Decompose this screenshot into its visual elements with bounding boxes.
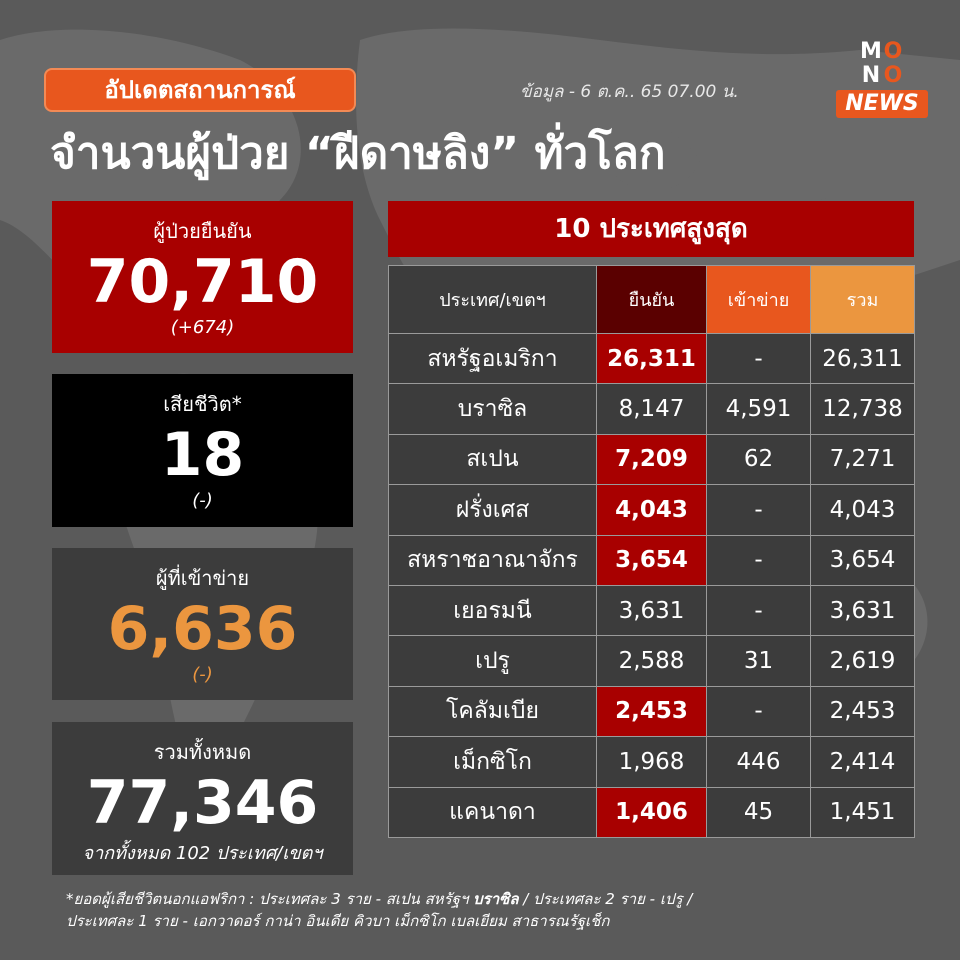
footnote-line1-a: *ยอดผู้เสียชีวิตนอกแอฟริกา : ประเทศละ 3 … — [66, 890, 474, 908]
row-entered: 446 — [706, 736, 811, 788]
table-row: โคลัมเบีย 2,453-2,453 — [388, 685, 915, 738]
row-country: เม็กซิโก — [388, 736, 597, 788]
update-badge: อัปเดตสถานการณ์ — [44, 68, 356, 112]
footnote-line1-b: / ประเทศละ 2 ราย - เปรู / — [518, 890, 693, 908]
logo-letter-n: N — [861, 63, 881, 88]
logo-news: NEWS — [836, 90, 928, 118]
total-countries: จากทั้งหมด 102 ประเทศ/เขตฯ — [82, 843, 323, 864]
row-confirmed: 4,043 — [596, 484, 707, 536]
row-entered: - — [706, 534, 811, 586]
logo-letter-o: O — [883, 39, 903, 64]
total-value: 77,346 — [86, 768, 319, 838]
row-confirmed: 1,968 — [596, 736, 707, 788]
row-entered: - — [706, 685, 811, 738]
deaths-card: เสียชีวิต* 18 (-) — [52, 374, 353, 527]
confirmed-change: (+674) — [170, 317, 235, 338]
row-country: บราซิล — [388, 383, 597, 435]
row-entered: 45 — [706, 786, 811, 838]
table-row: บราซิล 8,147 4,591 12,738 — [388, 383, 915, 435]
row-total: 1,451 — [810, 786, 915, 838]
row-confirmed: 7,209 — [596, 433, 707, 486]
page-title: จำนวนผู้ป่วย “ฝีดาษลิง” ทั่วโลก — [50, 128, 666, 179]
row-confirmed: 8,147 — [596, 383, 707, 435]
row-country: สหราชอาณาจักร — [388, 534, 597, 586]
deaths-value: 18 — [160, 420, 245, 490]
table-row: สหรัฐอเมริกา 26,311-26,311 — [388, 332, 915, 385]
row-entered: - — [706, 484, 811, 536]
total-label: รวมทั้งหมด — [153, 740, 252, 764]
row-confirmed: 3,631 — [596, 584, 707, 637]
table-row: สเปน 7,209 62 7,271 — [388, 433, 915, 486]
table-row: เม็กซิโก 1,968 446 2,414 — [388, 736, 915, 788]
total-card: รวมทั้งหมด 77,346 จากทั้งหมด 102 ประเทศ/… — [52, 722, 353, 875]
row-country: โคลัมเบีย — [388, 685, 597, 738]
row-total: 7,271 — [810, 433, 915, 486]
header-entered: เข้าข่าย — [706, 265, 811, 334]
entered-change: (-) — [192, 664, 213, 685]
row-entered: 62 — [706, 433, 811, 486]
row-total: 12,738 — [810, 383, 915, 435]
entered-card: ผู้ที่เข้าข่าย 6,636 (-) — [52, 548, 353, 700]
row-total: 2,453 — [810, 685, 915, 738]
row-total: 2,619 — [810, 635, 915, 687]
row-total: 26,311 — [810, 332, 915, 385]
deaths-change: (-) — [192, 490, 213, 511]
header-country: ประเทศ/เขตฯ — [388, 265, 597, 334]
table-title: 10 ประเทศสูงสุด — [388, 201, 914, 257]
row-confirmed: 1,406 — [596, 786, 707, 838]
row-country: แคนาดา — [388, 786, 597, 838]
deaths-label: เสียชีวิต* — [163, 392, 242, 416]
logo-letter-m: M — [860, 39, 882, 64]
row-country: สเปน — [388, 433, 597, 486]
table-body: สหรัฐอเมริกา 26,311-26,311 บราซิล 8,147 4,59… — [388, 332, 915, 838]
row-total: 2,414 — [810, 736, 915, 788]
row-country: เปรู — [388, 635, 597, 687]
footnote: *ยอดผู้เสียชีวิตนอกแอฟริกา : ประเทศละ 3 … — [66, 888, 906, 932]
row-country: เยอรมนี — [388, 584, 597, 637]
mono-news-logo: M O N O NEWS — [836, 40, 928, 126]
table-row: เปรู 2,588 31 2,619 — [388, 635, 915, 687]
header-confirmed: ยืนยัน — [596, 265, 707, 334]
row-total: 4,043 — [810, 484, 915, 536]
entered-label: ผู้ที่เข้าข่าย — [155, 566, 250, 590]
table-row: ฝรั่งเศส 4,043-4,043 — [388, 484, 915, 536]
footnote-line2: ประเทศละ 1 ราย - เอกวาดอร์ กาน่า อินเดีย… — [66, 912, 610, 930]
row-entered: - — [706, 332, 811, 385]
data-timestamp: ข้อมูล - 6 ต.ค.. 65 07.00 น. — [520, 82, 739, 102]
row-confirmed: 26,311 — [596, 332, 707, 385]
table-row: เยอรมนี 3,631-3,631 — [388, 584, 915, 637]
table-row: แคนาดา 1,406 45 1,451 — [388, 786, 915, 838]
row-confirmed: 2,588 — [596, 635, 707, 687]
row-confirmed: 3,654 — [596, 534, 707, 586]
top-countries-table: ประเทศ/เขตฯ ยืนยัน เข้าข่าย รวม สหรัฐอเม… — [388, 265, 915, 838]
confirmed-label: ผู้ป่วยยืนยัน — [153, 219, 252, 243]
table-row: สหราชอาณาจักร 3,654-3,654 — [388, 534, 915, 586]
row-country: ฝรั่งเศส — [388, 484, 597, 536]
row-country: สหรัฐอเมริกา — [388, 332, 597, 385]
confirmed-card: ผู้ป่วยยืนยัน 70,710 (+674) — [52, 201, 353, 353]
logo-letter-o2: O — [883, 63, 903, 88]
header-total: รวม — [810, 265, 915, 334]
entered-value: 6,636 — [107, 594, 298, 664]
row-total: 3,654 — [810, 534, 915, 586]
row-entered: - — [706, 584, 811, 637]
row-entered: 4,591 — [706, 383, 811, 435]
footnote-line1-bold: บราซิล — [473, 890, 519, 908]
row-confirmed: 2,453 — [596, 685, 707, 738]
row-total: 3,631 — [810, 584, 915, 637]
row-entered: 31 — [706, 635, 811, 687]
confirmed-value: 70,710 — [86, 247, 319, 317]
